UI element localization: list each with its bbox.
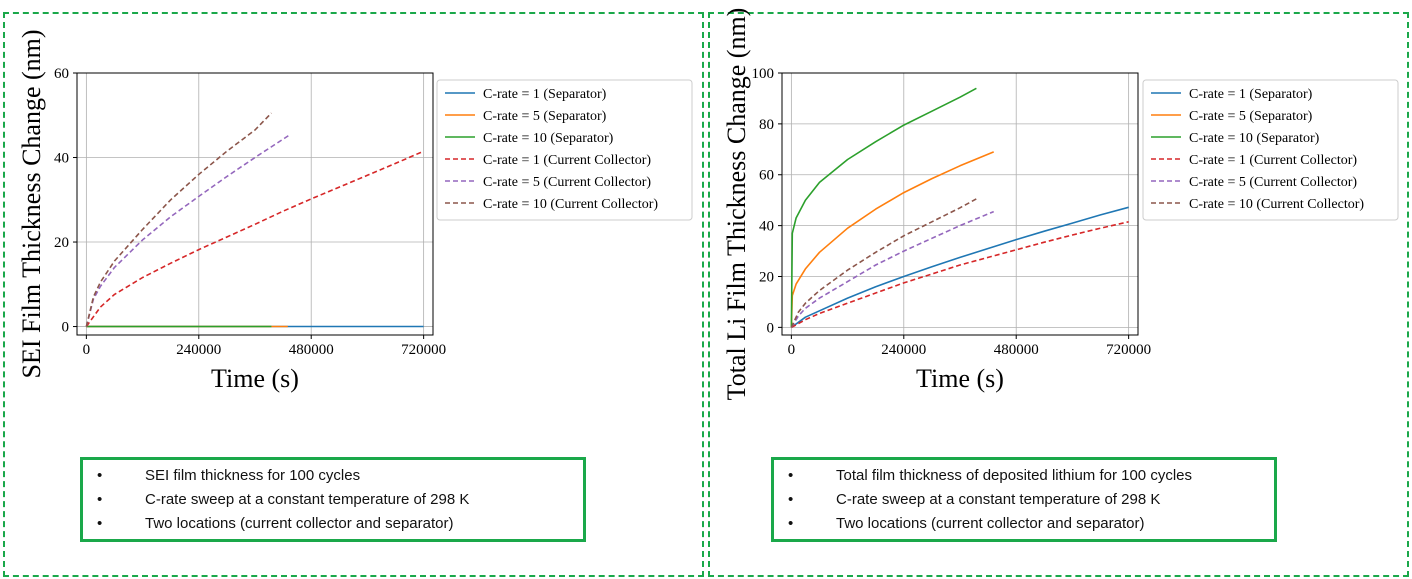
note-text: Total film thickness of deposited lithiu…: [836, 467, 1192, 484]
note-item: • C-rate sweep at a constant temperature …: [97, 491, 470, 508]
legend-label: C-rate = 10 (Current Collector): [1189, 197, 1364, 212]
y-tick-label: 60: [54, 66, 69, 82]
series-line: [790, 210, 995, 328]
plot-frame: [781, 72, 1139, 336]
note-item: • Total film thickness of deposited lithi…: [788, 467, 1192, 484]
legend-label: C-rate = 1 (Current Collector): [483, 153, 651, 168]
note-item: • C-rate sweep at a constant temperature …: [788, 491, 1161, 508]
y-tick-label: 20: [759, 269, 774, 285]
note-text: Two locations (current collector and sep…: [836, 515, 1145, 532]
y-tick-label: 60: [759, 168, 774, 184]
legend-label: C-rate = 10 (Separator): [1189, 131, 1320, 146]
legend-label: C-rate = 1 (Current Collector): [1189, 153, 1357, 168]
note-text: C-rate sweep at a constant temperature o…: [145, 491, 470, 508]
x-tick-label: 240000: [881, 342, 926, 358]
series-line: [85, 134, 290, 327]
x-tick-label: 480000: [994, 342, 1039, 358]
left-panel: [3, 12, 704, 577]
legend-label: C-rate = 5 (Current Collector): [483, 175, 651, 190]
series-line: [790, 87, 977, 328]
legend-label: C-rate = 5 (Separator): [1189, 109, 1313, 124]
x-tick-label: 0: [83, 342, 91, 358]
y-tick-label: 0: [62, 320, 70, 336]
series-line: [85, 150, 424, 327]
note-text: C-rate sweep at a constant temperature o…: [836, 491, 1161, 508]
x-tick-label: 720000: [401, 342, 446, 358]
notes-box-right: • Total film thickness of deposited lithi…: [771, 457, 1277, 542]
y-tick-label: 40: [759, 219, 774, 235]
y-axis-label: Total Li Film Thickness Change (nm): [722, 8, 751, 401]
legend-label: C-rate = 1 (Separator): [483, 87, 607, 102]
note-text: SEI film thickness for 100 cycles: [145, 467, 361, 484]
legend-label: C-rate = 5 (Separator): [483, 109, 607, 124]
x-axis-label: Time (s): [916, 364, 1004, 393]
x-tick-label: 240000: [176, 342, 221, 358]
series-line: [791, 221, 1129, 329]
note-text: Two locations (current collector and sep…: [145, 515, 454, 532]
total-li-thickness-chart: 0 240000 480000 720000 0 20 40 60 80 100 Time (s) T…: [722, 8, 1399, 401]
y-tick-label: 40: [54, 151, 69, 167]
right-panel: [708, 12, 1409, 577]
series-line: [790, 198, 977, 328]
sei-thickness-chart: 0 240000 480000 720000 0 20 40 60 Time (s) SEI Fi…: [17, 29, 693, 393]
note-item: • Two locations (current collector and se…: [788, 515, 1145, 532]
legend-label: C-rate = 10 (Separator): [483, 131, 614, 146]
plot-frame: [76, 72, 434, 336]
y-tick-label: 100: [752, 66, 775, 82]
y-axis-label: SEI Film Thickness Change (nm): [17, 29, 46, 378]
y-tick-label: 0: [767, 320, 775, 336]
note-item: • Two locations (current collector and se…: [97, 515, 454, 532]
x-tick-label: 480000: [289, 342, 334, 358]
x-axis-label: Time (s): [211, 364, 299, 393]
legend-label: C-rate = 1 (Separator): [1189, 87, 1313, 102]
y-tick-label: 80: [759, 117, 774, 133]
legend-label: C-rate = 5 (Current Collector): [1189, 175, 1357, 190]
series-line: [790, 206, 1129, 329]
x-tick-label: 0: [788, 342, 796, 358]
legend-label: C-rate = 10 (Current Collector): [483, 197, 658, 212]
x-tick-label: 720000: [1106, 342, 1151, 358]
legend-box: [436, 79, 693, 221]
legend-box: [1142, 79, 1399, 221]
notes-box-left: • SEI film thickness for 100 cycles • C-ra…: [80, 457, 586, 542]
y-tick-label: 20: [54, 235, 69, 251]
note-item: • SEI film thickness for 100 cycles: [97, 467, 361, 484]
series-line: [790, 151, 995, 328]
